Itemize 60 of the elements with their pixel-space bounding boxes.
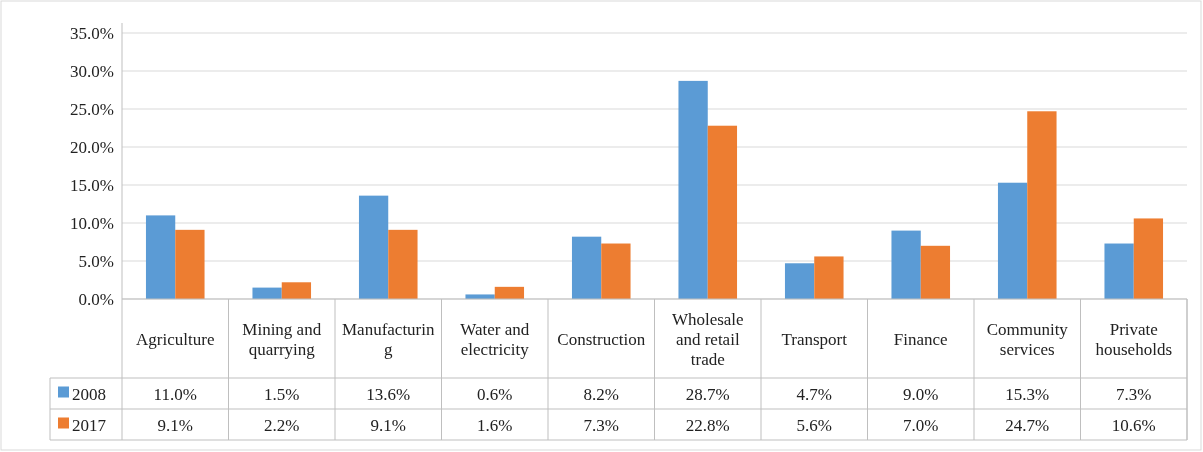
data-label: 9.1% <box>370 415 406 435</box>
data-label: 5.6% <box>796 415 832 435</box>
x-tick-label: Agriculture <box>136 329 215 349</box>
bar <box>678 80 708 299</box>
data-label: 9.1% <box>157 415 193 435</box>
bar <box>465 294 495 299</box>
y-tick-label: 10.0% <box>70 213 114 233</box>
x-tick-label: Mining and quarrying <box>242 319 322 359</box>
data-label: 8.2% <box>583 384 619 404</box>
bar <box>814 256 844 299</box>
data-label: 22.8% <box>685 415 730 435</box>
y-tick-label: 20.0% <box>70 137 114 157</box>
y-tick-label: 30.0% <box>70 61 114 81</box>
bar <box>920 245 951 299</box>
x-tick-label: Finance <box>893 329 948 349</box>
bar <box>997 182 1028 299</box>
x-tick-label: Community services <box>986 319 1069 359</box>
data-label: 9.0% <box>903 384 939 404</box>
bar <box>145 215 176 299</box>
y-tick-label: 5.0% <box>78 251 114 271</box>
x-tick-label: Construction <box>557 329 646 349</box>
y-tick-label: 35.0% <box>70 23 114 43</box>
bar <box>601 243 631 299</box>
bar <box>1133 218 1164 299</box>
legend-label: 2008 <box>72 384 106 404</box>
data-label: 28.7% <box>685 384 730 404</box>
bar <box>891 230 921 299</box>
data-label: 13.6% <box>366 384 411 404</box>
bar <box>252 287 282 299</box>
y-tick-label: 0.0% <box>78 289 114 309</box>
y-tick-label: 25.0% <box>70 99 114 119</box>
data-label: 24.7% <box>1005 415 1050 435</box>
data-label: 7.0% <box>903 415 939 435</box>
data-label: 2.2% <box>264 415 300 435</box>
bar <box>388 229 418 299</box>
data-label: 4.7% <box>796 384 832 404</box>
bar <box>784 263 815 299</box>
bar <box>281 282 312 299</box>
bar <box>494 286 525 299</box>
data-label: 1.5% <box>264 384 300 404</box>
data-label: 0.6% <box>477 384 513 404</box>
x-tick-label: Wholesale and retail trade <box>671 309 744 369</box>
data-label: 7.3% <box>583 415 619 435</box>
bar <box>1027 111 1057 299</box>
x-tick-label: Private households <box>1095 319 1172 359</box>
bar <box>1104 243 1134 299</box>
legend-label: 2017 <box>72 415 107 435</box>
bar <box>571 236 602 299</box>
data-label: 11.0% <box>153 384 197 404</box>
y-tick-label: 15.0% <box>70 175 114 195</box>
bar <box>358 195 389 299</box>
bar <box>175 229 205 299</box>
data-label: 15.3% <box>1005 384 1050 404</box>
data-label: 1.6% <box>477 415 513 435</box>
data-label: 10.6% <box>1111 415 1156 435</box>
bar <box>707 125 738 299</box>
x-tick-label: Manufacturing <box>341 319 435 359</box>
x-tick-label: Water and electricity <box>460 319 530 359</box>
data-label: 7.3% <box>1116 384 1152 404</box>
x-tick-label: Transport <box>781 329 848 349</box>
